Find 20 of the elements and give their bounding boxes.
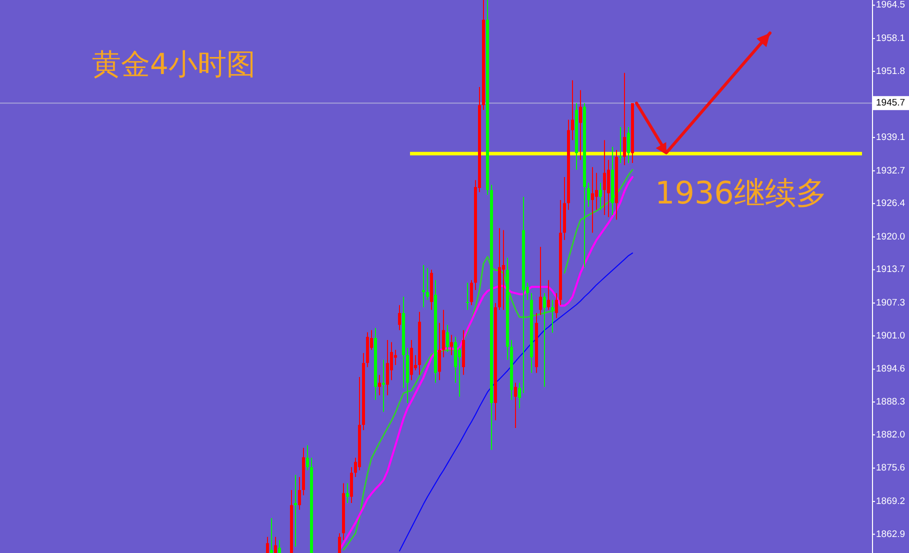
price-label: 1945.7 <box>873 96 909 110</box>
y-tick-label: 1862.9 <box>876 528 906 540</box>
y-tick-label: 1869.2 <box>876 496 906 507</box>
y-tick-label: 1901.0 <box>876 330 906 342</box>
y-tick-label: 1926.4 <box>876 198 906 210</box>
y-tick-label: 1932.7 <box>876 165 906 176</box>
y-tick-label: 1920.0 <box>876 231 906 242</box>
y-tick-label: 1888.3 <box>876 396 906 408</box>
title: 黄金4小时图 <box>92 47 256 81</box>
y-tick-label: 1958.1 <box>876 33 906 44</box>
y-tick-label: 1913.7 <box>876 264 906 276</box>
y-tick-label: 1964.5 <box>876 0 906 11</box>
level-label: 1936继续多 <box>655 176 827 212</box>
y-tick-label: 1951.8 <box>876 66 906 77</box>
y-tick-label: 1939.1 <box>876 132 906 143</box>
y-tick-label: 1882.0 <box>876 429 906 440</box>
y-tick-label: 1894.6 <box>876 364 906 375</box>
y-tick-label: 1907.3 <box>876 298 906 309</box>
ref-line-label: 1945.7 <box>876 98 906 109</box>
y-tick-label: 1875.6 <box>876 462 906 474</box>
